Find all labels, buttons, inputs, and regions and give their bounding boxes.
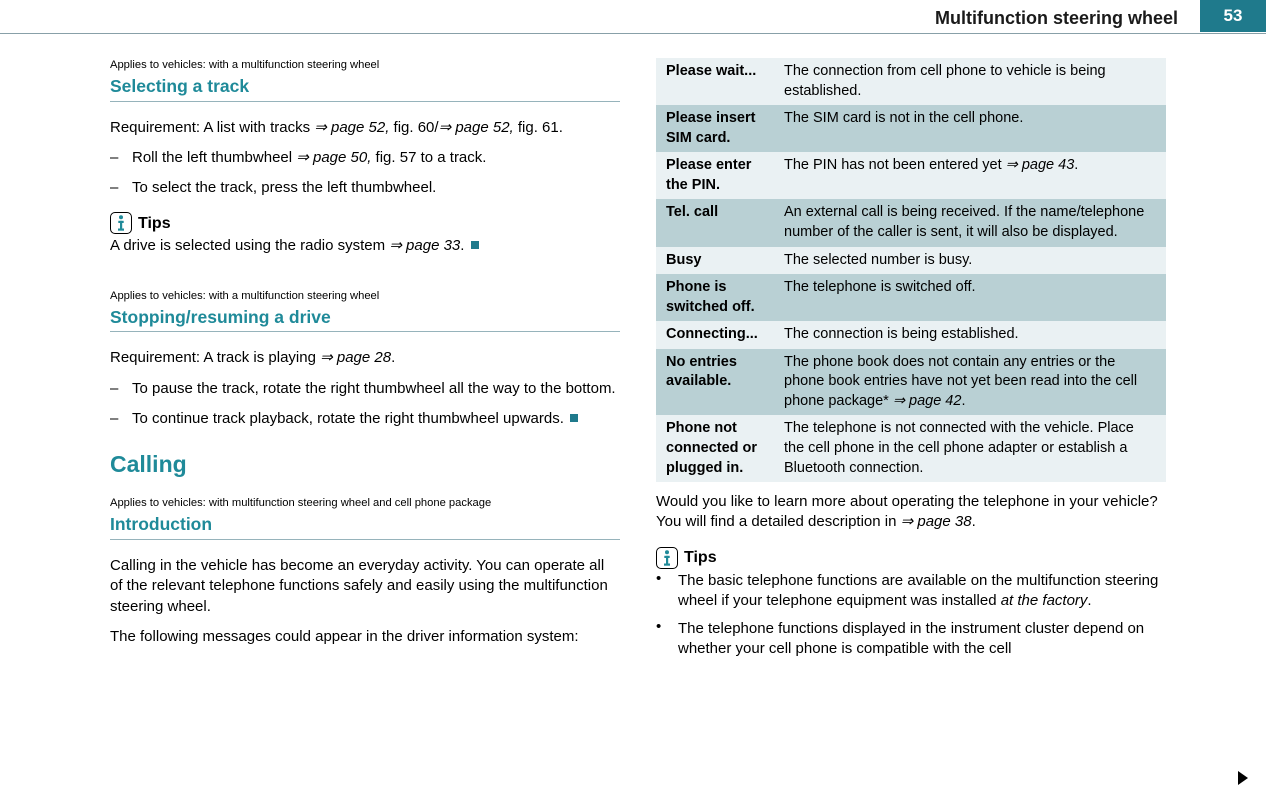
text: A drive is selected using the radio syst… [110, 237, 389, 254]
requirement-text: Requirement: A track is playing ⇒ page 2… [110, 348, 620, 368]
header-title: Multifunction steering wheel [935, 6, 1178, 30]
messages-tbody: Please wait...The connection from cell p… [656, 58, 1166, 482]
table-row: Connecting...The connection is being est… [656, 321, 1166, 349]
list-item: – To continue track playback, rotate the… [110, 409, 620, 429]
message-key: Tel. call [656, 199, 774, 246]
tips-heading: Tips [656, 547, 1166, 569]
message-key: No entries available. [656, 349, 774, 416]
list-item: – To pause the track, rotate the right t… [110, 379, 620, 399]
table-row: Phone not connected or plugged in.The te… [656, 415, 1166, 482]
text: The telephone functions displayed in the… [678, 619, 1166, 660]
table-row: Phone is switched off.The telephone is s… [656, 274, 1166, 321]
text: To continue track playback, rotate the r… [132, 410, 564, 427]
message-value: The PIN has not been entered yet ⇒ page … [774, 152, 1166, 199]
paragraph: Calling in the vehicle has become an eve… [110, 556, 620, 617]
dash-marker: – [110, 148, 132, 168]
heading-calling: Calling [110, 449, 620, 480]
list-item: • The basic telephone functions are avai… [656, 571, 1166, 612]
text: Requirement: A track is playing [110, 349, 320, 366]
list-item: – To select the track, press the left th… [110, 178, 620, 198]
table-row: Please enter the PIN.The PIN has not bee… [656, 152, 1166, 199]
table-row: No entries available.The phone book does… [656, 349, 1166, 416]
bullet-list: • The basic telephone functions are avai… [656, 571, 1166, 660]
message-value: An external call is being received. If t… [774, 199, 1166, 246]
table-row: Tel. callAn external call is being recei… [656, 199, 1166, 246]
dash-marker: – [110, 409, 132, 429]
page-ref: ⇒ page 50, [296, 149, 371, 166]
message-key: Phone is switched off. [656, 274, 774, 321]
list-item: – Roll the left thumbwheel ⇒ page 50, fi… [110, 148, 620, 168]
section-title-introduction: Introduction [110, 513, 620, 540]
step-list: – Roll the left thumbwheel ⇒ page 50, fi… [110, 148, 620, 199]
bullet-marker: • [656, 571, 678, 612]
table-row: Please insert SIM card.The SIM card is n… [656, 105, 1166, 152]
page-ref: ⇒ page 38 [901, 513, 972, 530]
message-value: The telephone is not connected with the … [774, 415, 1166, 482]
page-ref: ⇒ page 28 [320, 349, 391, 366]
end-mark-icon [471, 241, 479, 249]
page-number: 53 [1200, 0, 1266, 32]
applies-note: Applies to vehicles: with a multifunctio… [110, 58, 620, 73]
step-list: – To pause the track, rotate the right t… [110, 379, 620, 430]
message-value: The SIM card is not in the cell phone. [774, 105, 1166, 152]
dash-marker: – [110, 178, 132, 198]
text: fig. 61. [514, 119, 563, 136]
applies-note: Applies to vehicles: with multifunction … [110, 496, 620, 511]
page-ref: ⇒ page 33 [389, 237, 460, 254]
table-row: BusyThe selected number is busy. [656, 247, 1166, 275]
text: To pause the track, rotate the right thu… [132, 379, 620, 399]
message-key: Busy [656, 247, 774, 275]
section-title-selecting-track: Selecting a track [110, 75, 620, 102]
message-key: Connecting... [656, 321, 774, 349]
text: The basic telephone functions are availa… [678, 571, 1166, 612]
italic-text: at the factory [1001, 592, 1088, 609]
message-value: The connection is being established. [774, 321, 1166, 349]
continue-arrow-icon [1238, 771, 1248, 785]
right-column: Please wait...The connection from cell p… [656, 58, 1166, 803]
text: fig. 57 to a track. [371, 149, 486, 166]
table-row: Please wait...The connection from cell p… [656, 58, 1166, 105]
text: . [972, 513, 976, 530]
message-key: Please insert SIM card. [656, 105, 774, 152]
message-key: Please enter the PIN. [656, 152, 774, 199]
manual-page: Multifunction steering wheel 53 Applies … [0, 0, 1266, 803]
paragraph: Would you like to learn more about opera… [656, 492, 1166, 533]
left-column: Applies to vehicles: with a multifunctio… [110, 58, 620, 803]
header-bar: Multifunction steering wheel 53 [0, 0, 1266, 34]
text: To select the track, press the left thum… [132, 178, 620, 198]
text: Roll the left thumbwheel [132, 149, 296, 166]
tips-text: A drive is selected using the radio syst… [110, 236, 620, 256]
page-ref: ⇒ page 52, [439, 119, 514, 136]
section-title-stopping-resuming: Stopping/resuming a drive [110, 306, 620, 333]
message-value: The selected number is busy. [774, 247, 1166, 275]
content-columns: Applies to vehicles: with a multifunctio… [110, 58, 1166, 803]
message-value: The connection from cell phone to vehicl… [774, 58, 1166, 105]
requirement-text: Requirement: A list with tracks ⇒ page 5… [110, 118, 620, 138]
message-value: The phone book does not contain any entr… [774, 349, 1166, 416]
tips-heading: Tips [110, 212, 620, 234]
bullet-marker: • [656, 619, 678, 660]
message-key: Phone not connected or plugged in. [656, 415, 774, 482]
tips-label: Tips [138, 213, 171, 235]
text: Roll the left thumbwheel ⇒ page 50, fig.… [132, 148, 620, 168]
text: Requirement: A list with tracks [110, 119, 314, 136]
messages-table: Please wait...The connection from cell p… [656, 58, 1166, 482]
page-ref: ⇒ page 52, [314, 119, 389, 136]
info-icon [110, 212, 132, 234]
dash-marker: – [110, 379, 132, 399]
tips-label: Tips [684, 547, 717, 569]
paragraph: The following messages could appear in t… [110, 627, 620, 647]
text: fig. 60/ [389, 119, 438, 136]
text: To continue track playback, rotate the r… [132, 409, 620, 429]
text: . [1087, 592, 1091, 609]
end-mark-icon [570, 414, 578, 422]
message-key: Please wait... [656, 58, 774, 105]
list-item: • The telephone functions displayed in t… [656, 619, 1166, 660]
info-icon [656, 547, 678, 569]
message-value: The telephone is switched off. [774, 274, 1166, 321]
applies-note: Applies to vehicles: with a multifunctio… [110, 289, 620, 304]
